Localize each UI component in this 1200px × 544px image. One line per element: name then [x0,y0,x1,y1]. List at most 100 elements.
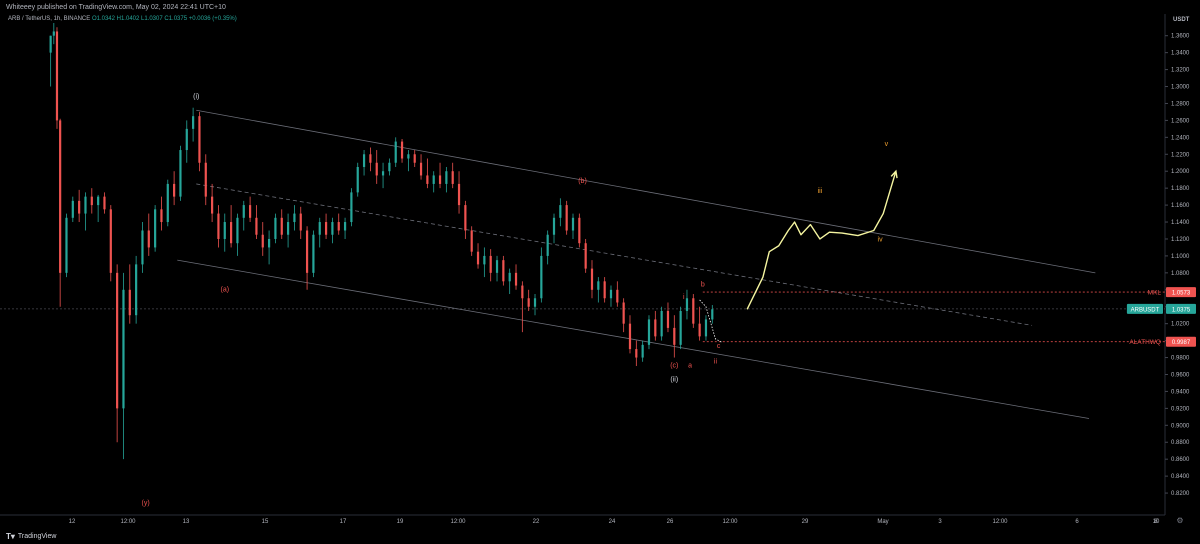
candle-body[interactable] [704,319,708,337]
candle-body[interactable] [109,209,112,273]
candle-body[interactable] [135,264,138,316]
candle-body[interactable] [698,323,701,337]
candle-body[interactable] [559,205,562,218]
candle-body[interactable] [356,166,359,193]
candle-body[interactable] [540,255,543,299]
candle-body[interactable] [483,255,486,265]
candle-body[interactable] [52,31,55,36]
projection-path[interactable] [746,171,897,310]
candle-body[interactable] [154,209,157,248]
candle-body[interactable] [204,162,207,197]
candle-body[interactable] [457,183,461,206]
wave-label[interactable]: v [885,141,889,148]
candle-body[interactable] [476,251,480,265]
wave-label[interactable]: c [717,343,721,350]
candle-body[interactable] [622,302,625,324]
wave-label[interactable]: (c) [670,363,678,370]
candle-body[interactable] [49,35,52,53]
candle-body[interactable] [343,222,347,231]
wave-label[interactable]: (i) [193,93,199,100]
candle-body[interactable] [470,230,473,252]
candle-body[interactable] [280,217,283,235]
candle-body[interactable] [59,120,62,273]
candle-body[interactable] [55,31,59,121]
tradingview-logo[interactable]: T▾ TradingView [6,532,56,541]
candle-body[interactable] [445,171,448,184]
candle-body[interactable] [654,319,657,337]
settings-gear-icon[interactable]: ⚙ [1176,516,1183,525]
candle-body[interactable] [438,175,442,184]
candle-body[interactable] [546,234,549,256]
wave-label[interactable]: iii [818,188,823,195]
wave-label[interactable]: a [688,363,692,370]
candle-body[interactable] [179,150,182,197]
candle-body[interactable] [508,272,511,282]
candle-body[interactable] [685,298,689,311]
candle-body[interactable] [635,349,638,358]
candle-body[interactable] [578,217,581,244]
candle-body[interactable] [198,116,201,163]
candle-body[interactable] [647,319,651,345]
candle-body[interactable] [293,213,296,223]
candle-body[interactable] [597,281,600,290]
wave-label[interactable]: (y) [142,500,150,507]
wave-label[interactable]: (ii) [670,376,678,383]
candle-body[interactable] [324,222,328,235]
candle-body[interactable] [261,234,264,248]
candle-body[interactable] [305,230,309,273]
candle-body[interactable] [521,285,524,299]
candle-body[interactable] [660,310,663,337]
candle-body[interactable] [426,175,429,184]
candle-body[interactable] [147,230,150,248]
candle-body[interactable] [78,200,81,214]
candle-body[interactable] [299,213,302,231]
candle-body[interactable] [286,222,290,235]
candle-body[interactable] [432,175,435,184]
candle-body[interactable] [350,192,353,223]
candle-body[interactable] [679,310,682,345]
candle-body[interactable] [489,255,492,273]
candle-body[interactable] [236,217,239,244]
candle-body[interactable] [274,217,277,239]
channel-line-upper[interactable] [196,109,1096,274]
candle-body[interactable] [312,234,315,273]
wave-label[interactable]: b [701,281,705,288]
candle-body[interactable] [407,154,410,159]
wave-label[interactable]: ii [714,358,718,365]
candle-body[interactable] [502,260,505,282]
candle-body[interactable] [692,298,695,324]
candle-body[interactable] [318,222,321,235]
candle-body[interactable] [71,200,74,218]
candle-body[interactable] [160,209,163,223]
candle-body[interactable] [590,268,594,290]
candle-body[interactable] [242,205,245,218]
symbol-name[interactable]: ARB / TetherUS, 1h, BINANCE [8,16,91,22]
channel-line-middle[interactable] [196,183,1033,326]
candle-body[interactable] [514,272,518,286]
candle-body[interactable] [97,196,100,206]
candle-body[interactable] [451,171,454,184]
candle-body[interactable] [173,183,176,197]
candle-body[interactable] [673,327,676,345]
candle-body[interactable] [166,183,169,223]
candle-body[interactable] [641,344,644,358]
candle-body[interactable] [223,222,226,239]
wave-label[interactable]: iv [878,237,884,244]
candle-body[interactable] [267,238,271,248]
candle-body[interactable] [122,289,125,409]
candle-body[interactable] [103,196,106,210]
candle-body[interactable] [413,154,416,163]
candle-body[interactable] [400,141,404,159]
candle-body[interactable] [362,154,366,167]
candle-body[interactable] [90,196,93,206]
wave-label[interactable]: (a) [220,286,229,293]
candle-body[interactable] [609,289,613,299]
candle-body[interactable] [192,116,195,129]
candle-body[interactable] [603,281,606,299]
candle-body[interactable] [337,222,340,231]
candle-body[interactable] [65,217,68,273]
candle-body[interactable] [584,243,587,269]
candle-body[interactable] [495,260,499,273]
candle-body[interactable] [388,162,391,172]
